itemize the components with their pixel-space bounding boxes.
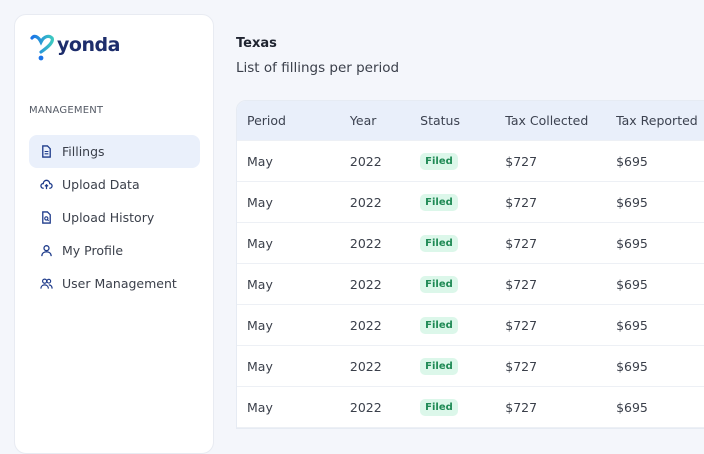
period-cell: May [247, 153, 273, 169]
status-cell: Filed [420, 234, 505, 252]
period-cell: May [247, 194, 273, 210]
logo[interactable]: yonda [29, 33, 120, 61]
sidebar-item-user-management[interactable]: User Management [29, 267, 200, 300]
table-row[interactable]: May 2022 Filed $727 $695 [237, 264, 704, 305]
users-icon [40, 278, 53, 289]
sidebar-item-label: My Profile [62, 243, 124, 258]
year-cell: 2022 [349, 399, 382, 415]
column-header-period[interactable]: Period [247, 113, 286, 128]
sidebar-item-label: Upload Data [62, 177, 140, 192]
table-header: Period Year Status Tax Collected Tax Rep… [237, 101, 704, 141]
page-title: Texas [236, 36, 277, 51]
tax-reported-cell: $695 [616, 276, 648, 292]
status-cell: Filed [420, 398, 505, 416]
document-icon [42, 145, 51, 158]
cloud-upload-icon [40, 179, 53, 190]
table-row[interactable]: May 2022 Filed $727 $695 [237, 346, 704, 387]
table-row[interactable]: May 2022 Filed $727 $695 [237, 182, 704, 223]
year-cell: 2022 [349, 358, 382, 374]
status-badge: Filed [420, 358, 458, 375]
brand-name: yonda [57, 34, 120, 56]
status-badge: Filed [420, 276, 458, 293]
sidebar-item-label: User Management [62, 276, 177, 291]
table-row[interactable]: May 2022 Filed $727 $695 [237, 305, 704, 346]
status-badge: Filed [420, 235, 458, 252]
year-cell: 2022 [349, 153, 382, 169]
sidebar-item-my-profile[interactable]: My Profile [29, 234, 200, 267]
period-cell: May [247, 235, 273, 251]
column-header-tax-reported[interactable]: Tax Reported [616, 113, 698, 128]
status-badge: Filed [420, 153, 458, 170]
year-cell: 2022 [349, 194, 382, 210]
user-icon [41, 245, 52, 257]
tax-collected-cell: $727 [505, 153, 538, 169]
column-header-status[interactable]: Status [420, 113, 460, 128]
yonda-logo-icon [30, 34, 54, 61]
tax-reported-cell: $695 [616, 399, 648, 415]
tax-reported-cell: $695 [616, 235, 648, 251]
sidebar-item-upload-history[interactable]: Upload History [29, 201, 200, 234]
sidebar-item-upload-data[interactable]: Upload Data [29, 168, 200, 201]
sidebar: yonda MANAGEMENT Fillings Upload Data Up… [14, 14, 214, 454]
status-cell: Filed [420, 316, 505, 334]
column-header-year[interactable]: Year [349, 113, 377, 128]
year-cell: 2022 [349, 317, 382, 333]
table-row[interactable]: May 2022 Filed $727 $695 [237, 141, 704, 182]
page-subtitle: List of fillings per period [236, 60, 400, 76]
tax-collected-cell: $727 [505, 235, 538, 251]
table-row[interactable]: May 2022 Filed $727 $695 [237, 387, 704, 428]
tax-collected-cell: $727 [505, 399, 538, 415]
file-search-icon [42, 211, 51, 224]
status-cell: Filed [420, 357, 505, 375]
section-label: MANAGEMENT [29, 105, 104, 116]
year-cell: 2022 [349, 276, 382, 292]
status-cell: Filed [420, 193, 505, 211]
sidebar-nav: Fillings Upload Data Upload History My P… [29, 135, 200, 300]
sidebar-item-label: Fillings [62, 144, 105, 159]
period-cell: May [247, 317, 273, 333]
status-cell: Filed [420, 275, 505, 293]
period-cell: May [247, 358, 273, 374]
tax-collected-cell: $727 [505, 194, 538, 210]
status-badge: Filed [420, 399, 458, 416]
period-cell: May [247, 399, 273, 415]
table-row[interactable]: May 2022 Filed $727 $695 [237, 223, 704, 264]
tax-collected-cell: $727 [505, 276, 538, 292]
tax-reported-cell: $695 [616, 194, 648, 210]
tax-reported-cell: $695 [616, 153, 648, 169]
year-cell: 2022 [349, 235, 382, 251]
fillings-table: Period Year Status Tax Collected Tax Rep… [236, 100, 704, 429]
sidebar-item-label: Upload History [62, 210, 155, 225]
status-badge: Filed [420, 194, 458, 211]
tax-reported-cell: $695 [616, 358, 648, 374]
period-cell: May [247, 276, 273, 292]
tax-collected-cell: $727 [505, 358, 538, 374]
tax-collected-cell: $727 [505, 317, 538, 333]
sidebar-item-fillings[interactable]: Fillings [29, 135, 200, 168]
status-cell: Filed [420, 152, 505, 170]
column-header-tax-collected[interactable]: Tax Collected [505, 113, 589, 128]
tax-reported-cell: $695 [616, 317, 648, 333]
status-badge: Filed [420, 317, 458, 334]
